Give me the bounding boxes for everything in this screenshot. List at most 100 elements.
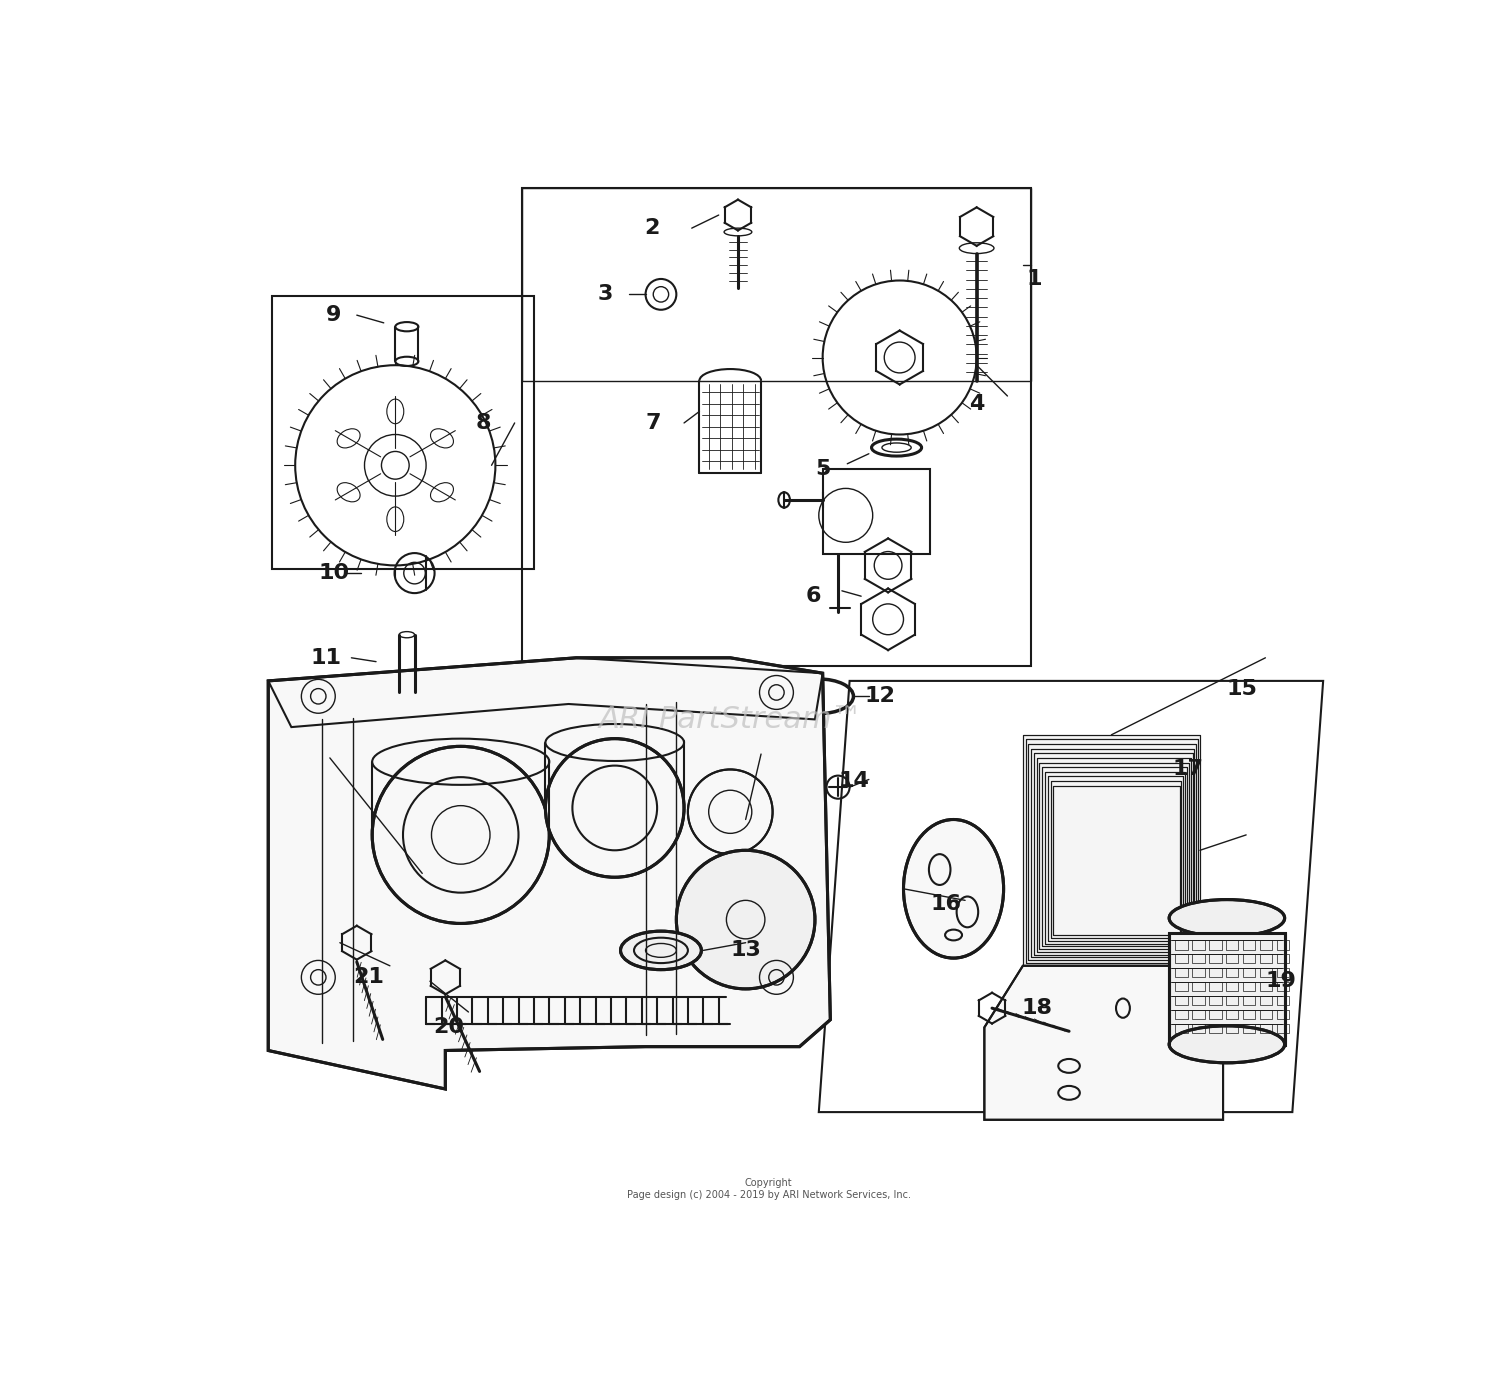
Bar [1276, 1009, 1290, 1019]
Bar [1030, 748, 1194, 957]
Bar [1053, 785, 1179, 935]
Circle shape [676, 850, 814, 989]
Bar [1192, 941, 1204, 950]
Bar [1040, 763, 1190, 949]
Bar [1046, 771, 1185, 943]
Text: 4: 4 [969, 393, 984, 414]
Bar [1192, 1023, 1204, 1033]
Circle shape [688, 770, 772, 854]
Text: 3: 3 [598, 285, 613, 304]
Bar [1260, 1009, 1272, 1019]
Ellipse shape [621, 931, 702, 969]
Bar [1048, 777, 1184, 940]
Bar [1226, 954, 1239, 964]
Bar [522, 188, 1030, 666]
Bar [1023, 734, 1200, 965]
Bar [1226, 1023, 1239, 1033]
Polygon shape [984, 965, 1222, 1119]
Bar [1260, 941, 1272, 950]
Text: 10: 10 [318, 564, 350, 583]
Bar [1050, 781, 1182, 938]
Text: 2: 2 [644, 219, 660, 238]
Bar [1176, 968, 1188, 978]
Bar [1260, 1023, 1272, 1033]
Text: 15: 15 [1227, 679, 1257, 698]
Bar [272, 296, 534, 569]
Text: 20: 20 [433, 1018, 465, 1037]
Bar [1260, 982, 1272, 991]
Bar [1209, 1023, 1221, 1033]
Text: 16: 16 [930, 894, 962, 914]
Bar [1050, 781, 1182, 938]
Bar [1276, 1023, 1290, 1033]
Bar [1192, 968, 1204, 978]
Text: 13: 13 [730, 941, 760, 960]
Bar [1226, 1009, 1239, 1019]
Bar [1244, 982, 1256, 991]
Bar [822, 469, 930, 554]
Bar [1209, 982, 1221, 991]
Bar [1260, 996, 1272, 1005]
Bar [1276, 941, 1290, 950]
Bar [1276, 982, 1290, 991]
Bar [1244, 996, 1256, 1005]
Text: ARI PartStream™: ARI PartStream™ [598, 705, 862, 734]
Bar [1226, 996, 1239, 1005]
Bar [1026, 740, 1198, 962]
Bar [1040, 763, 1190, 949]
Text: 9: 9 [326, 305, 342, 324]
Bar [1176, 1023, 1188, 1033]
Text: 21: 21 [352, 968, 384, 987]
Text: 1: 1 [1026, 270, 1042, 289]
Bar [1192, 954, 1204, 964]
Bar [522, 188, 1030, 381]
Bar [1030, 748, 1194, 957]
Bar [1168, 934, 1284, 1045]
Text: Copyright
Page design (c) 2004 - 2019 by ARI Network Services, Inc.: Copyright Page design (c) 2004 - 2019 by… [627, 1178, 910, 1200]
Bar [1046, 771, 1185, 943]
Text: 17: 17 [1173, 759, 1204, 780]
Text: 19: 19 [1266, 971, 1296, 991]
Bar [1192, 1009, 1204, 1019]
Bar [1276, 996, 1290, 1005]
Text: 5: 5 [815, 459, 831, 478]
Ellipse shape [903, 820, 1004, 958]
Bar [1244, 954, 1256, 964]
Bar [1244, 968, 1256, 978]
Bar [1034, 754, 1193, 954]
Bar [1023, 734, 1200, 965]
Bar [1209, 996, 1221, 1005]
Text: 6: 6 [806, 586, 820, 606]
Bar [1209, 1009, 1221, 1019]
Bar [1029, 744, 1197, 960]
Bar [1260, 954, 1272, 964]
Bar [1176, 1009, 1188, 1019]
Text: 14: 14 [839, 771, 868, 791]
Text: 7: 7 [645, 412, 662, 433]
Bar [1034, 754, 1193, 954]
Bar [1036, 758, 1191, 952]
Text: 18: 18 [1022, 998, 1052, 1018]
Bar [1260, 968, 1272, 978]
Bar [1209, 968, 1221, 978]
Bar [1176, 941, 1188, 950]
Bar [1176, 954, 1188, 964]
Circle shape [372, 747, 549, 924]
Bar [1042, 767, 1186, 946]
Bar [1226, 982, 1239, 991]
Text: 12: 12 [865, 686, 895, 707]
Ellipse shape [1168, 899, 1284, 936]
Polygon shape [268, 657, 831, 1089]
Ellipse shape [1168, 1026, 1284, 1063]
Bar [1209, 954, 1221, 964]
Bar [1029, 744, 1197, 960]
Bar [1276, 968, 1290, 978]
Bar [1192, 996, 1204, 1005]
Bar [1176, 982, 1188, 991]
Circle shape [546, 738, 684, 877]
Bar [1048, 777, 1184, 940]
Bar [1226, 968, 1239, 978]
Bar [1176, 996, 1188, 1005]
Text: 8: 8 [476, 412, 492, 433]
Bar [1244, 1009, 1256, 1019]
